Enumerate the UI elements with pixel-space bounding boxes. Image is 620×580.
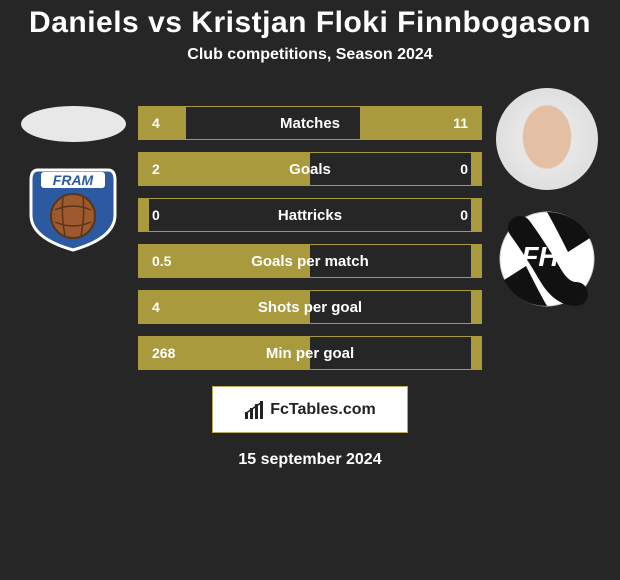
stat-label: Matches — [280, 115, 340, 132]
comparison-card: Daniels vs Kristjan Floki Finnbogason Cl… — [0, 0, 620, 469]
stat-label: Goals per match — [251, 253, 369, 270]
stat-row: 268 Min per goal — [138, 336, 482, 370]
stat-fill-left — [142, 199, 149, 231]
stat-label: Min per goal — [266, 345, 354, 362]
player1-crest: FRAM — [23, 160, 123, 252]
stat-row: 0.5 Goals per match — [138, 244, 482, 278]
stat-left-value: 268 — [152, 345, 175, 361]
stat-left-value: 4 — [152, 115, 160, 131]
watermark: FcTables.com — [212, 386, 408, 433]
date: 15 september 2024 — [8, 451, 612, 469]
stat-fill-left — [142, 107, 186, 139]
stat-right-value: 11 — [453, 115, 468, 131]
fh-crest-icon: FH — [496, 208, 598, 310]
subtitle: Club competitions, Season 2024 — [8, 46, 612, 88]
stat-fill-right — [471, 199, 478, 231]
player2-avatar — [496, 88, 598, 190]
title: Daniels vs Kristjan Floki Finnbogason — [8, 0, 612, 46]
stat-left-value: 4 — [152, 299, 160, 315]
stats-column: 4 Matches 11 2 Goals 0 0 Hattricks 0 0.5 Goals per… — [138, 88, 482, 370]
left-side: FRAM — [8, 88, 138, 252]
svg-text:FRAM: FRAM — [53, 172, 94, 188]
stat-fill-right — [471, 245, 478, 277]
stat-right-value: 0 — [460, 207, 468, 223]
fram-crest-icon: FRAM — [23, 160, 123, 252]
stat-label: Hattricks — [278, 207, 342, 224]
stat-left-value: 0.5 — [152, 253, 171, 269]
stat-fill-right — [471, 291, 478, 323]
stat-fill-left — [142, 153, 310, 185]
right-side: FH — [482, 88, 612, 310]
svg-text:FH: FH — [521, 241, 559, 272]
stat-fill-right — [471, 337, 478, 369]
stat-row: 4 Shots per goal — [138, 290, 482, 324]
stat-row: 0 Hattricks 0 — [138, 198, 482, 232]
watermark-text: FcTables.com — [270, 401, 376, 419]
main-row: FRAM 4 Matches 11 2 Goals 0 0 Hattricks 0 0.5 Goal… — [8, 88, 612, 370]
chart-icon — [244, 400, 264, 420]
stat-right-value: 0 — [460, 161, 468, 177]
player1-avatar — [21, 106, 126, 142]
stat-row: 2 Goals 0 — [138, 152, 482, 186]
player2-crest: FH — [496, 208, 598, 310]
stat-label: Shots per goal — [258, 299, 362, 316]
stat-left-value: 0 — [152, 207, 160, 223]
stat-row: 4 Matches 11 — [138, 106, 482, 140]
stat-left-value: 2 — [152, 161, 160, 177]
stat-fill-right — [471, 153, 478, 185]
stat-label: Goals — [289, 161, 331, 178]
